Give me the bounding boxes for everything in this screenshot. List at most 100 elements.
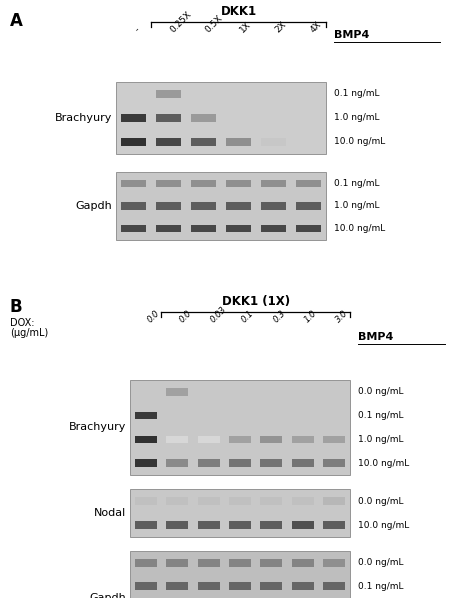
Bar [291, 582, 313, 590]
Text: Gapdh: Gapdh [89, 593, 126, 598]
Bar [166, 459, 188, 467]
Bar [156, 202, 180, 210]
Text: 0.0: 0.0 [145, 309, 161, 324]
Bar [156, 114, 180, 122]
Bar [322, 459, 345, 467]
Bar [121, 180, 145, 187]
Bar [229, 497, 250, 505]
Bar [226, 225, 250, 232]
Text: 0.1 ng/mL: 0.1 ng/mL [333, 90, 379, 99]
Bar [130, 551, 349, 598]
Bar [197, 497, 219, 505]
Bar [260, 521, 282, 529]
Bar [121, 138, 145, 146]
Bar [261, 225, 285, 232]
Bar [134, 435, 156, 443]
Bar [156, 90, 180, 98]
Bar [116, 172, 325, 240]
Bar [166, 582, 188, 590]
Bar [260, 459, 282, 467]
Bar [121, 114, 145, 122]
Text: 2X: 2X [273, 20, 288, 34]
Text: 1.0 ng/mL: 1.0 ng/mL [333, 114, 379, 123]
Bar [197, 582, 219, 590]
Text: 10.0 ng/mL: 10.0 ng/mL [333, 138, 384, 147]
Bar [134, 497, 156, 505]
Text: 0.0: 0.0 [177, 309, 193, 324]
Text: A: A [10, 12, 23, 30]
Bar [130, 380, 349, 475]
Text: DKK1 (1X): DKK1 (1X) [221, 295, 289, 308]
Text: 1.0 ng/mL: 1.0 ng/mL [333, 202, 379, 210]
Bar [134, 459, 156, 467]
Bar [156, 180, 180, 187]
Bar [197, 435, 219, 443]
Bar [226, 202, 250, 210]
Text: 0.1 ng/mL: 0.1 ng/mL [357, 411, 403, 420]
Bar [291, 435, 313, 443]
Bar [229, 521, 250, 529]
Bar [197, 559, 219, 566]
Bar [295, 225, 320, 232]
Bar [295, 180, 320, 187]
Bar [322, 582, 345, 590]
Bar [166, 559, 188, 566]
Bar [229, 559, 250, 566]
Bar [261, 202, 285, 210]
Text: 0.25X: 0.25X [168, 10, 193, 34]
Bar [166, 435, 188, 443]
Text: 10.0 ng/mL: 10.0 ng/mL [357, 459, 408, 468]
Text: DOX:: DOX: [10, 318, 34, 328]
Text: Brachyury: Brachyury [55, 113, 112, 123]
Text: BMP4: BMP4 [333, 30, 368, 40]
Bar [291, 497, 313, 505]
Text: Gapdh: Gapdh [75, 201, 112, 211]
Bar [229, 435, 250, 443]
Bar [121, 202, 145, 210]
Bar [260, 582, 282, 590]
Bar [134, 559, 156, 566]
Text: BMP4: BMP4 [357, 332, 392, 342]
Bar [191, 114, 215, 122]
Bar [295, 202, 320, 210]
Bar [191, 202, 215, 210]
Bar [191, 225, 215, 232]
Text: DKK1: DKK1 [220, 5, 256, 18]
Bar [191, 180, 215, 187]
Bar [260, 435, 282, 443]
Text: 0.03: 0.03 [208, 305, 228, 324]
Bar [229, 459, 250, 467]
Text: 0.0 ng/mL: 0.0 ng/mL [357, 559, 403, 568]
Bar [261, 180, 285, 187]
Bar [197, 459, 219, 467]
Text: 1.0: 1.0 [302, 309, 318, 324]
Bar [229, 582, 250, 590]
Bar [121, 225, 145, 232]
Bar [322, 497, 345, 505]
Text: 4X: 4X [308, 20, 322, 34]
Text: Brachyury: Brachyury [69, 423, 126, 432]
Text: 0.0 ng/mL: 0.0 ng/mL [357, 388, 403, 396]
Text: B: B [10, 298, 23, 316]
Bar [166, 497, 188, 505]
Text: -: - [133, 26, 142, 34]
Text: Nodal: Nodal [93, 508, 126, 518]
Bar [191, 138, 215, 146]
Text: (μg/mL): (μg/mL) [10, 328, 48, 338]
Text: 0.1: 0.1 [239, 309, 255, 324]
Bar [291, 459, 313, 467]
Bar [226, 138, 250, 146]
Text: 0.0 ng/mL: 0.0 ng/mL [357, 496, 403, 505]
Text: 10.0 ng/mL: 10.0 ng/mL [333, 224, 384, 233]
Bar [166, 521, 188, 529]
Bar [291, 521, 313, 529]
Text: 0.3: 0.3 [271, 309, 287, 324]
Bar [130, 489, 349, 537]
Bar [322, 559, 345, 566]
Bar [134, 521, 156, 529]
Text: 1.0 ng/mL: 1.0 ng/mL [357, 435, 403, 444]
Bar [166, 388, 188, 396]
Text: 1X: 1X [238, 20, 253, 34]
Bar [322, 435, 345, 443]
Bar [226, 180, 250, 187]
